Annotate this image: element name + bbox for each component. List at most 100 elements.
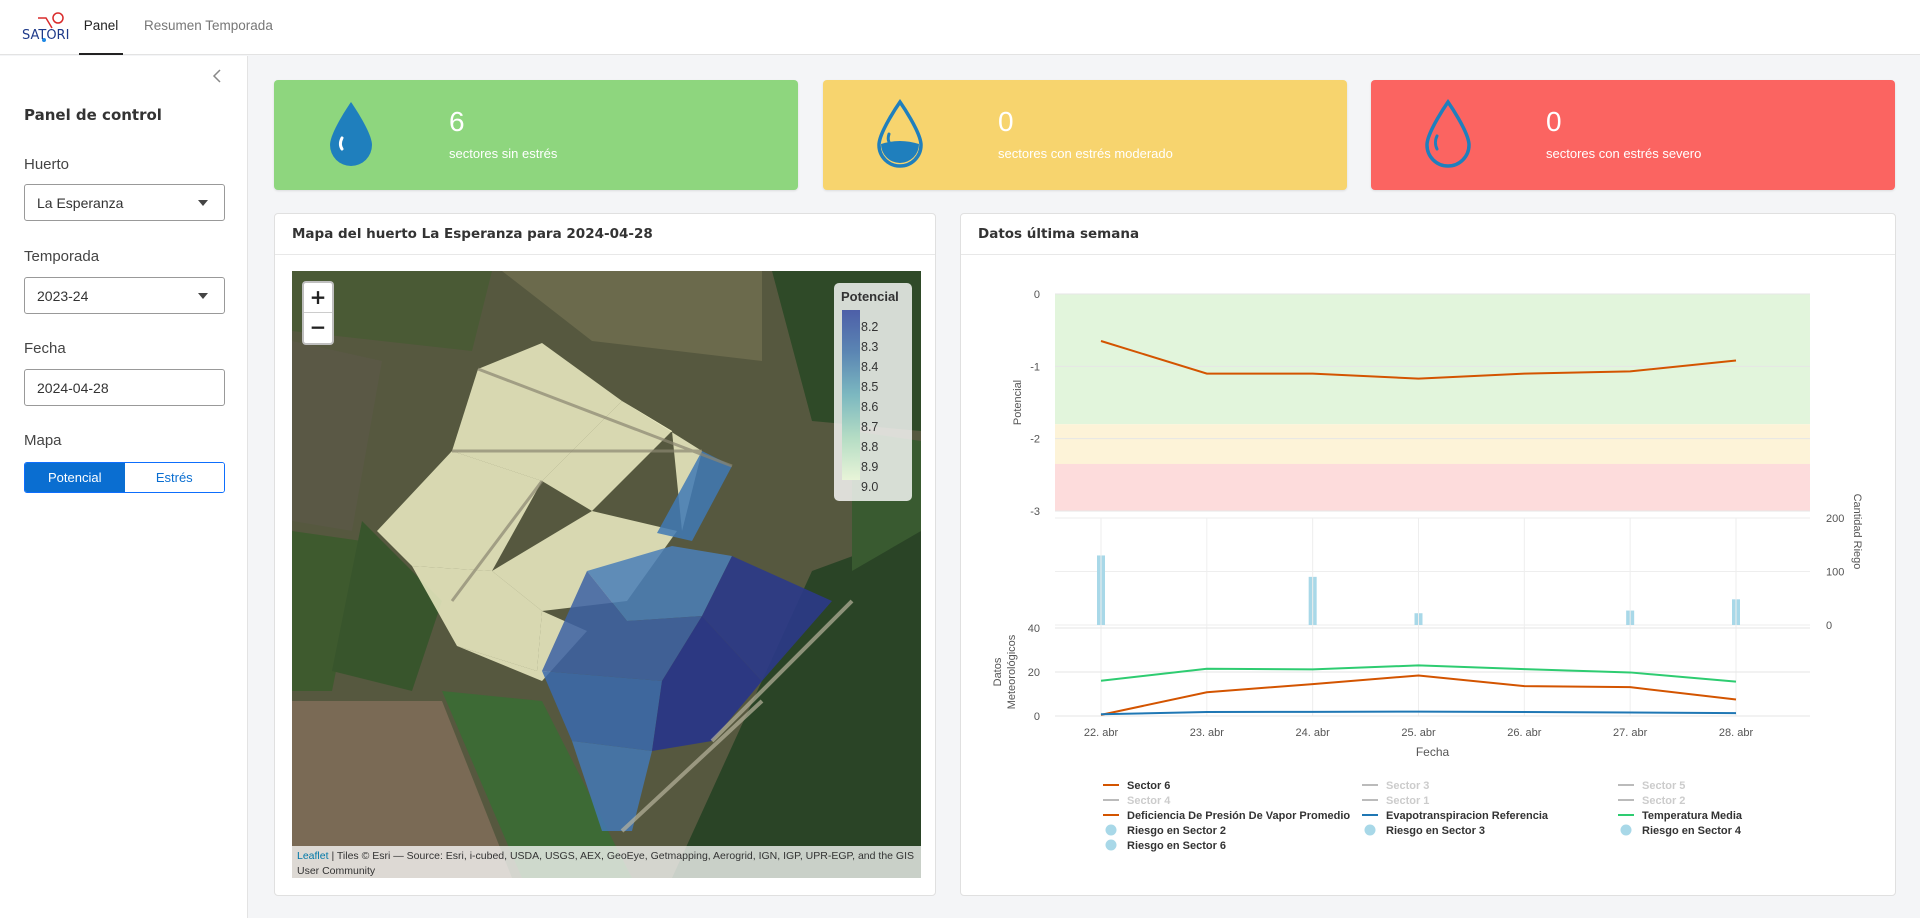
kpi-label: sectores sin estrés <box>449 146 558 161</box>
map-attribution: Leaflet | Tiles © Esri — Source: Esri, i… <box>292 846 921 878</box>
legend-item: Riesgo en Sector 3 <box>1386 825 1485 837</box>
logo-text: SATORI <box>22 28 70 43</box>
legend-tick: 8.2 <box>861 320 879 334</box>
legend-tick: 8.3 <box>861 340 879 354</box>
kpi-label: sectores con estrés moderado <box>998 146 1173 161</box>
kpi-value: 0 <box>1546 106 1562 137</box>
huerto-value: La Esperanza <box>37 195 124 211</box>
legend-tick: 8.7 <box>861 420 879 434</box>
zoom-in-button[interactable]: + <box>304 283 332 313</box>
mapa-option-potencial[interactable]: Potencial <box>25 463 125 492</box>
series-line <box>1100 710 1737 716</box>
legend-tick: 8.9 <box>861 460 879 474</box>
x-tick-label: 23. abr <box>1190 727 1225 739</box>
temporada-select[interactable]: 2023-24 <box>24 277 225 314</box>
y-tick-label: 0 <box>1034 711 1040 723</box>
tab-panel[interactable]: Panel <box>79 0 123 55</box>
y2-axis-label: Cantidad Riego <box>1851 494 1863 570</box>
legend-item: Sector 1 <box>1386 795 1429 807</box>
caret-down-icon <box>198 200 208 206</box>
legend-color-scale <box>842 310 860 480</box>
series-line <box>1100 674 1737 716</box>
fecha-label: Fecha <box>24 340 66 357</box>
series-line-sector-6 <box>1100 340 1737 380</box>
fecha-value: 2024-04-28 <box>37 380 109 396</box>
x-tick-label: 27. abr <box>1613 727 1648 739</box>
weekly-chart[interactable]: 0 -1 -2 -3 Potencial 200 100 0 Cantidad Riego 40 2… <box>961 256 1895 896</box>
y-axis-label: Potencial <box>1012 380 1024 425</box>
mapa-option-estres[interactable]: Estrés <box>124 463 224 492</box>
temporada-value: 2023-24 <box>37 288 89 304</box>
mapa-toggle: Potencial Estrés <box>24 462 225 493</box>
kpi-sin-estres: 6 sectores sin estrés <box>274 80 798 190</box>
zoom-control: + − <box>302 281 334 345</box>
chart-card-title: Datos última semana <box>961 214 1895 255</box>
chart-card: Datos última semana 0 -1 -2 -3 Potencial 200 1… <box>960 213 1896 896</box>
sidebar-title: Panel de control <box>24 106 162 124</box>
tab-resumen-temporada[interactable]: Resumen Temporada <box>144 18 273 33</box>
orchard-map[interactable]: + − Potencial 8.2 8.3 8.4 8.5 8.6 8.7 8.… <box>292 271 921 878</box>
caret-down-icon <box>198 293 208 299</box>
temporada-label: Temporada <box>24 248 100 265</box>
water-drop-empty-icon <box>1425 98 1471 168</box>
fecha-input[interactable]: 2024-04-28 <box>24 369 225 406</box>
legend-item: Sector 3 <box>1386 780 1429 792</box>
y-axis-label-line1: Datos <box>992 657 1004 686</box>
y-tick-label: -2 <box>1030 434 1040 446</box>
satori-logo[interactable]: SATORI <box>20 10 70 46</box>
collapse-chevron-icon[interactable] <box>210 68 226 84</box>
legend-item: Sector 5 <box>1642 780 1685 792</box>
stress-band <box>1055 424 1810 464</box>
water-drop-half-icon <box>877 98 923 168</box>
sidebar: Panel de control Huerto La Esperanza Tem… <box>0 56 248 918</box>
leaflet-link[interactable]: Leaflet <box>297 850 329 862</box>
top-navbar: SATORI Panel Resumen Temporada <box>0 0 1920 55</box>
y-axis-label-line2: Meteorológicos <box>1006 634 1018 709</box>
y2-tick-label: 100 <box>1826 567 1844 579</box>
legend-dot-icon <box>1364 824 1376 836</box>
legend-title: Potencial <box>841 289 899 304</box>
y2-tick-label: 200 <box>1826 513 1844 525</box>
legend-item: Sector 4 <box>1127 795 1171 807</box>
water-drop-full-icon <box>330 102 372 166</box>
huerto-label: Huerto <box>24 156 70 173</box>
legend-dot-icon <box>1620 824 1632 836</box>
x-tick-label: 25. abr <box>1401 727 1436 739</box>
zoom-out-button[interactable]: − <box>309 315 327 339</box>
stress-band <box>1055 463 1810 511</box>
stress-band <box>1055 294 1810 425</box>
legend-tick: 8.6 <box>861 400 879 414</box>
x-tick-label: 26. abr <box>1507 727 1542 739</box>
y-tick-label: 0 <box>1034 289 1040 301</box>
map-card: Mapa del huerto La Esperanza para 2024-0… <box>274 213 936 896</box>
kpi-value: 0 <box>998 106 1014 137</box>
x-axis-label: Fecha <box>1416 745 1450 759</box>
y-tick-label: 20 <box>1028 667 1040 679</box>
huerto-select[interactable]: La Esperanza <box>24 184 225 221</box>
y-tick-label: -1 <box>1030 361 1040 373</box>
kpi-value: 6 <box>449 106 465 137</box>
legend-item: Evapotranspiracion Referencia <box>1386 810 1549 822</box>
kpi-estres-severo: 0 sectores con estrés severo <box>1371 80 1895 190</box>
kpi-estres-moderado: 0 sectores con estrés moderado <box>823 80 1347 190</box>
legend-item: Temperatura Media <box>1642 810 1743 822</box>
legend-item: Riesgo en Sector 2 <box>1127 825 1226 837</box>
legend-dot-icon <box>1105 839 1117 851</box>
legend-item: Sector 2 <box>1642 795 1685 807</box>
attribution-text: | Tiles © Esri — Source: Esri, i-cubed, … <box>297 850 915 877</box>
legend-item: Riesgo en Sector 6 <box>1127 840 1226 852</box>
legend-item: Riesgo en Sector 4 <box>1642 825 1742 837</box>
satellite-imagery <box>292 271 921 878</box>
series-line <box>1100 664 1737 683</box>
mapa-label: Mapa <box>24 432 62 449</box>
legend-tick: 8.4 <box>861 360 879 374</box>
legend-item: Deficiencia De Presión De Vapor Promedio <box>1127 810 1350 822</box>
legend-dot-icon <box>1105 824 1117 836</box>
y-tick-label: 40 <box>1028 623 1040 635</box>
bike-icon <box>38 12 64 42</box>
x-tick-label: 28. abr <box>1719 727 1754 739</box>
legend-tick: 8.8 <box>861 440 879 454</box>
y-tick-label: -3 <box>1030 506 1040 518</box>
potencial-legend: Potencial 8.2 8.3 8.4 8.5 8.6 8.7 8.8 8.… <box>834 283 912 501</box>
legend-tick: 8.5 <box>861 380 879 394</box>
